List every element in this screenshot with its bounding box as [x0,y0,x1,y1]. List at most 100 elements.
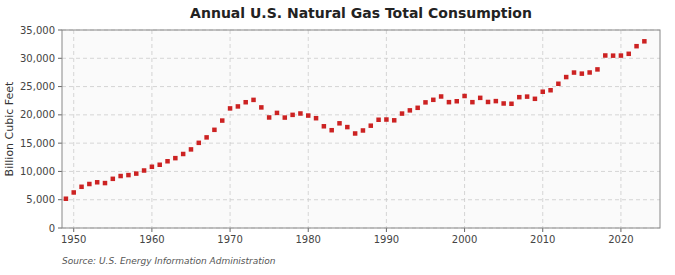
data-point [439,94,444,99]
data-point [595,67,600,72]
data-point [275,111,280,116]
data-point [173,156,178,161]
y-tick [58,58,62,59]
x-tick [73,228,74,232]
plot-background [62,30,660,228]
data-point [220,118,225,123]
data-point [548,88,553,93]
data-point [259,105,264,110]
y-tick-label: 15,000 [20,138,55,149]
data-point [126,173,131,178]
y-tick [58,86,62,87]
data-point [79,185,84,190]
data-point [236,104,241,109]
x-tick-label: 2020 [608,234,633,245]
data-point [197,141,202,146]
data-point [181,152,186,157]
data-point [533,97,538,102]
x-tick [151,228,152,232]
grid-line-x [308,30,309,228]
data-point [400,111,405,116]
x-tick [308,228,309,232]
data-point [71,190,76,195]
x-tick [620,228,621,232]
data-point [290,113,295,118]
data-point [376,118,381,123]
x-tick-label: 1980 [296,234,321,245]
data-point [462,94,467,99]
chart-svg: 05,00010,00015,00020,00025,00030,00035,0… [0,0,675,275]
y-tick-label: 0 [49,223,55,234]
y-tick [58,199,62,200]
y-tick-label: 30,000 [20,53,55,64]
y-tick-label: 5,000 [26,194,55,205]
data-point [517,95,522,100]
x-tick [386,228,387,232]
data-point [423,100,428,105]
data-point [525,94,530,99]
chart-container: 05,00010,00015,00020,00025,00030,00035,0… [0,0,675,275]
data-point [580,71,585,76]
data-point [501,101,506,106]
data-point [87,182,92,187]
data-point [447,100,452,105]
data-point [431,98,436,103]
grid [62,30,660,228]
data-point [353,131,358,136]
data-point [470,100,475,105]
grid-line-x [464,30,465,228]
grid-line-x [73,30,74,228]
x-tick-label: 2000 [452,234,477,245]
data-point [478,96,483,101]
grid-line-x [151,30,152,228]
y-tick [58,171,62,172]
data-point [494,99,499,104]
data-point [64,196,68,201]
data-points [64,39,647,201]
data-point [345,125,350,130]
data-point [337,121,342,126]
data-point [392,118,397,123]
x-tick-label: 1950 [61,234,86,245]
y-tick [58,30,62,31]
data-point [369,123,374,128]
data-point [204,135,209,140]
data-point [540,89,545,94]
data-point [361,128,366,133]
x-tick-label: 1960 [139,234,164,245]
y-tick [58,228,62,229]
data-point [267,115,272,120]
y-tick [58,143,62,144]
source-note: Source: U.S. Energy Information Administ… [62,256,276,266]
data-point [572,70,577,75]
x-tick-label: 1970 [217,234,242,245]
x-tick [230,228,231,232]
data-point [228,106,233,111]
data-point [150,165,155,170]
data-point [564,75,569,80]
grid-line-x [620,30,621,228]
y-tick-label: 35,000 [20,25,55,36]
y-tick [58,114,62,115]
data-point [455,99,460,104]
data-point [111,177,116,182]
data-point [95,180,100,185]
data-point [306,113,311,118]
y-tick-label: 25,000 [20,81,55,92]
grid-line-x [230,30,231,228]
data-point [408,108,413,113]
axes: 05,00010,00015,00020,00025,00030,00035,0… [20,25,660,246]
data-point [165,159,170,164]
data-point [243,100,248,105]
y-axis-title: Billion Cubic Feet [3,81,16,176]
data-point [157,163,162,168]
data-point [509,102,514,107]
data-point [634,44,639,49]
data-point [314,116,319,121]
data-point [189,147,194,152]
data-point [142,168,147,173]
data-point [298,111,303,116]
grid-line-x [542,30,543,228]
data-point [283,115,288,120]
data-point [642,39,647,44]
